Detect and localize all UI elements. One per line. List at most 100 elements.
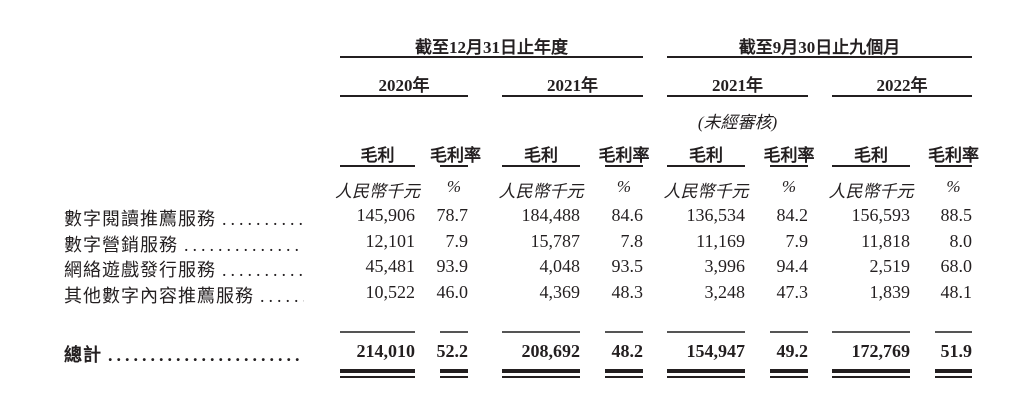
col-header-margin: 毛利率 [763,146,815,165]
col-underline [832,165,910,167]
table-row-amount: 4,369 [539,282,581,302]
total-double-underline [770,369,808,378]
subtotal-line [440,331,468,333]
unit-percent: % [781,177,797,196]
table-row-amount: 156,593 [851,205,911,225]
col-header-margin: 毛利率 [928,146,979,165]
table-row-label: 其他數字內容推薦服務..............................… [64,282,304,308]
unit-percent: % [616,177,632,196]
year-header: 2021年 [547,76,598,95]
group-header-annual: 截至12月31日止年度 [415,38,568,57]
row-label: 其他數字內容推薦服務 [64,286,254,306]
group-underline [667,56,972,58]
col-header-margin: 毛利率 [598,146,650,165]
table-row-margin: 47.3 [776,282,809,302]
table-row-amount: 10,522 [365,282,416,302]
year-underline [340,95,468,97]
total-row-amount: 214,010 [356,341,416,361]
year-header: 2022年 [876,76,928,95]
col-header-gross-profit: 毛利 [360,146,395,165]
table-row-margin: 48.3 [611,282,644,302]
total-double-underline [502,369,580,378]
leader-dots: ...................................... [222,260,304,280]
leader-dots: ...................................... [222,209,304,229]
subtotal-line [502,331,580,333]
subtotal-line [340,331,415,333]
table-row-margin: 93.9 [436,256,469,276]
total-double-underline [340,369,415,378]
total-double-underline [667,369,745,378]
group-underline [340,56,643,58]
table-row-amount: 145,906 [356,205,416,225]
leader-dots: ...................................... [260,286,304,306]
total-double-underline [935,369,972,378]
year-underline [502,95,643,97]
total-row-margin: 52.2 [436,341,469,361]
table-row-amount: 12,101 [365,231,416,251]
table-row-amount: 184,488 [521,205,581,225]
col-underline [502,165,580,167]
table-row-label: 網絡遊戲發行服務................................… [64,256,304,282]
group-header-nine-months: 截至9月30日止九個月 [738,38,901,57]
total-row-margin: 48.2 [611,341,644,361]
total-row-amount: 172,769 [851,341,911,361]
unaudited-note: (未經審核) [697,113,778,132]
total-double-underline [832,369,910,378]
total-row-margin: 51.9 [940,341,973,361]
table-row-margin: 7.8 [620,231,644,251]
table-row-margin: 78.7 [436,205,469,225]
col-header-gross-profit: 毛利 [524,146,558,165]
table-row-margin: 68.0 [940,256,973,276]
total-double-underline [605,369,643,378]
year-header: 2021年 [712,76,763,95]
year-header: 2020年 [378,76,430,95]
table-row-label: 數字閱讀推薦服務................................… [64,205,304,231]
unit-rmb-thousand: 人民幣千元 [498,182,584,201]
total-row-label: 總計...................................... [64,341,304,367]
table-row-amount: 1,839 [869,282,911,302]
total-row-margin: 49.2 [776,341,809,361]
table-row-amount: 3,248 [704,282,746,302]
leader-dots: ...................................... [184,235,304,255]
unit-rmb-thousand: 人民幣千元 [828,182,914,201]
subtotal-line [770,331,808,333]
table-row-amount: 136,534 [686,205,746,225]
unit-rmb-thousand: 人民幣千元 [663,182,749,201]
row-label: 數字營銷服務 [64,235,178,255]
table-row-amount: 4,048 [539,256,581,276]
table-row-margin: 8.0 [949,231,973,251]
col-underline [440,165,468,167]
table-row-margin: 48.1 [940,282,973,302]
total-row-amount: 208,692 [521,341,581,361]
col-underline [667,165,745,167]
subtotal-line [935,331,972,333]
table-row-margin: 7.9 [445,231,469,251]
table-row-amount: 2,519 [869,256,911,276]
col-underline [935,165,972,167]
table-row-margin: 84.2 [776,205,809,225]
row-label: 數字閱讀推薦服務 [64,209,216,229]
table-row-amount: 11,169 [696,231,745,251]
table-row-margin: 94.4 [776,256,809,276]
year-underline [667,95,808,97]
col-header-gross-profit: 毛利 [854,146,888,165]
total-double-underline [440,369,468,378]
table-row-margin: 7.9 [785,231,809,251]
col-header-gross-profit: 毛利 [689,146,723,165]
leader-dots: ...................................... [108,345,304,365]
table-row-label: 數字營銷服務..................................… [64,231,304,257]
table-row-margin: 88.5 [940,205,973,225]
total-row-amount: 154,947 [686,341,746,361]
col-underline [340,165,415,167]
table-row-amount: 45,481 [365,256,416,276]
unit-percent: % [946,177,961,196]
row-label: 網絡遊戲發行服務 [64,260,216,280]
subtotal-line [605,331,643,333]
table-row-amount: 15,787 [530,231,581,251]
table-row-margin: 46.0 [436,282,469,302]
unit-rmb-thousand: 人民幣千元 [335,182,420,201]
table-row-amount: 3,996 [704,256,746,276]
col-header-margin: 毛利率 [430,146,481,165]
subtotal-line [667,331,745,333]
